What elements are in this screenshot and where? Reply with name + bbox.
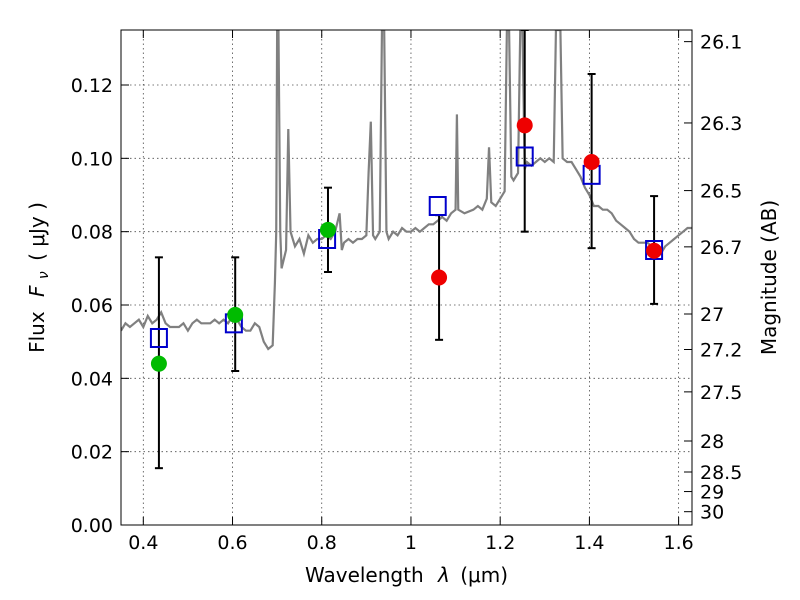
y-tick-label: 0.10 [71, 148, 113, 170]
model-photometry-marker [428, 196, 447, 216]
mag-tick-label: 30 [700, 502, 724, 524]
x-tick-label: 0.4 [128, 532, 158, 554]
mag-tick-label: 26.5 [700, 181, 742, 203]
y-tick-label: 0.06 [71, 295, 113, 317]
x-tick-label: 1.6 [664, 532, 694, 554]
mag-tick-label: 26.1 [700, 32, 742, 54]
observed-photometry-marker [516, 117, 533, 134]
grid [121, 30, 692, 526]
y2-axis-title: Magnitude (AB) [757, 200, 781, 355]
x-tick-label: 0.8 [307, 532, 337, 554]
x-tick-label: 1.2 [485, 532, 515, 554]
plot-series [121, 30, 692, 470]
y-tick-label: 0.04 [71, 368, 113, 390]
mag-tick-label: 27.5 [700, 382, 742, 404]
x-axis-title: Wavelength λ (μm) [305, 563, 508, 587]
observed-photometry-marker [431, 269, 448, 286]
mag-tick-label: 29 [700, 482, 724, 504]
model-photometry-marker [645, 240, 664, 260]
model-photometry-marker [149, 328, 168, 348]
mag-tick-label: 27.2 [700, 340, 742, 362]
observed-photometry-marker [583, 154, 600, 170]
y-tick-label: 0.12 [71, 75, 113, 97]
x-tick-label: 1 [405, 532, 417, 554]
axis-ticks: 0.4 0.6 0.8 1 1.2 1.4 1.6 0.00 0.02 0.04 0.06 0.08 0… [71, 30, 742, 554]
observed-photometry-marker [150, 355, 167, 372]
observed-photometry-marker [227, 306, 244, 323]
plot-frame [120, 29, 693, 526]
x-tick-label: 1.4 [574, 532, 604, 554]
y-tick-label: 0.00 [71, 515, 113, 537]
observed-photometry-marker [646, 242, 663, 259]
y-tick-label: 0.02 [71, 442, 113, 464]
observed-photometry-marker [319, 221, 336, 238]
model-photometry-marker [515, 146, 534, 167]
y-axis-title: Flux F ν ( μJy ) [25, 202, 53, 353]
mag-tick-label: 26.7 [700, 237, 742, 259]
y-tick-label: 0.08 [71, 222, 113, 244]
spectrum-line [121, 30, 692, 351]
mag-tick-label: 28 [700, 431, 724, 453]
mag-tick-label: 26.3 [700, 113, 742, 135]
mag-tick-label: 27 [700, 304, 724, 326]
x-tick-label: 0.6 [217, 532, 247, 554]
mag-tick-label: 28.5 [700, 462, 742, 484]
